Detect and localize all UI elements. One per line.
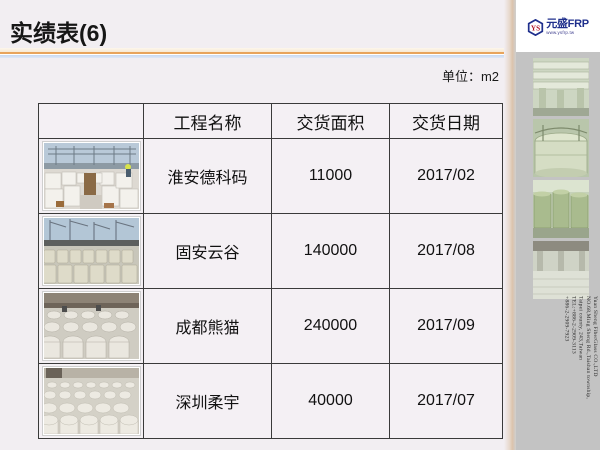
project-name: 淮安德科码: [143, 138, 272, 214]
sidebar-photo: [533, 119, 589, 177]
delivery-date: 2017/09: [389, 288, 503, 364]
row-thumbnail-cell: [38, 213, 144, 289]
divider-blue-band: [0, 55, 516, 58]
row-thumbnail-cell: [38, 363, 144, 439]
company-logo: YS 元盛FRP www.ysfrp.tw: [516, 0, 600, 52]
logo-wordmark: 元盛FRP: [546, 17, 589, 30]
delivery-date: 2017/07: [389, 363, 503, 439]
column-header-area: 交货面积: [271, 103, 390, 139]
sidebar-photo-strip: [533, 58, 589, 302]
table-row: 成都熊猫 240000 2017/09: [38, 288, 503, 364]
delivery-date: 2017/02: [389, 138, 503, 214]
table-header-row: 工程名称 交货面积 交货日期: [38, 103, 503, 139]
project-thumbnail-image: [42, 292, 140, 360]
project-name: 深圳柔宇: [143, 363, 272, 439]
divider-white-line: [0, 54, 516, 55]
ys-hexagon-logo-icon: YS: [527, 18, 544, 36]
title-area: 实绩表(6): [0, 0, 516, 58]
brand-sidebar: YS 元盛FRP www.ysfrp.tw: [504, 0, 600, 450]
company-phone-primary: TEL:+886-2-2909-3113: [570, 296, 577, 354]
project-thumbnail-image: [42, 142, 140, 210]
company-address-block: Yuan Sheng FiberGlass CO.,LTD NO.68,Ming…: [522, 296, 598, 436]
delivery-area: 40000: [271, 363, 390, 439]
table-row: 淮安德科码 11000 2017/02: [38, 138, 503, 214]
page-title: 实绩表(6): [10, 20, 108, 46]
company-address-line1: NO.68,Ming Sheng Rd.,Taishan township,: [584, 296, 591, 399]
sidebar-photo: [533, 58, 589, 116]
column-header-thumbnail: [38, 103, 144, 139]
delivery-date: 2017/08: [389, 213, 503, 289]
delivery-area: 140000: [271, 213, 390, 289]
project-name: 固安云谷: [143, 213, 272, 289]
sidebar-photo: [533, 180, 589, 238]
table-row: 深圳柔宇 40000 2017/07: [38, 363, 503, 439]
project-thumbnail-image: [42, 217, 140, 285]
company-address-line2: Taipei county, 243,Taiwan: [577, 296, 584, 361]
logo-url: www.ysfrp.tw: [546, 29, 575, 35]
svg-text:YS: YS: [531, 24, 540, 32]
company-name: Yuan Sheng FiberGlass CO.,LTD: [592, 296, 598, 377]
sidebar-photo: [533, 241, 589, 299]
row-thumbnail-cell: [38, 138, 144, 214]
column-header-date: 交货日期: [389, 103, 503, 139]
row-thumbnail-cell: [38, 288, 144, 364]
table-row: 固安云谷 140000 2017/08: [38, 213, 503, 289]
sidebar-edge-accent: [504, 0, 516, 450]
unit-label: 单位：m2: [441, 69, 499, 84]
title-divider: [0, 48, 516, 59]
project-name: 成都熊猫: [143, 288, 272, 364]
divider-cream-band: [0, 48, 516, 52]
delivery-area: 240000: [271, 288, 390, 364]
delivery-area: 11000: [271, 138, 390, 214]
performance-table: 工程名称 交货面积 交货日期: [38, 103, 503, 439]
divider-orange-line: [0, 52, 516, 54]
project-thumbnail-image: [42, 367, 140, 435]
company-phone-secondary: +886-2-2909-7923: [563, 296, 570, 342]
column-header-name: 工程名称: [143, 103, 272, 139]
